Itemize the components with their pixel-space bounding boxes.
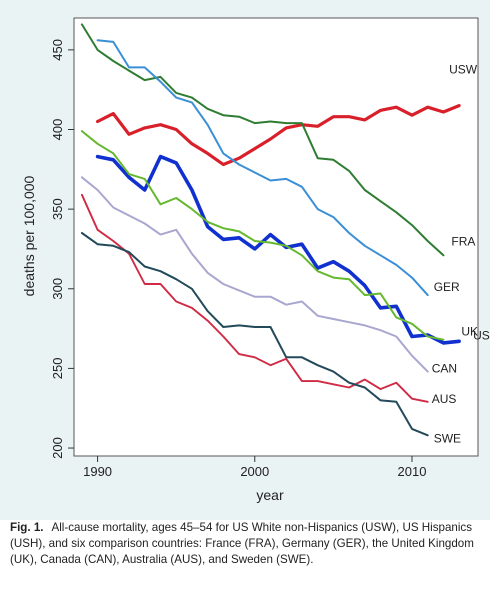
series-line-fra <box>80 23 445 257</box>
series-line-usw <box>95 103 461 167</box>
mortality-line-chart: 1990 2000 2010 200 250 300 350 400 450 USW FRA GE… <box>21 17 490 503</box>
figure-caption: Fig. 1. All-cause mortality, ages 45–54 f… <box>10 520 482 568</box>
series-label-can: CAN <box>432 362 457 376</box>
x-axis: 1990 2000 2010 <box>83 456 426 479</box>
y-tick-label-450: 450 <box>50 39 65 61</box>
series-layer <box>80 23 461 437</box>
x-axis-title: year <box>256 487 284 503</box>
y-tick-label-400: 400 <box>50 119 65 141</box>
chart-panel: 1990 2000 2010 200 250 300 350 400 450 USW FRA GE… <box>0 0 490 520</box>
series-label-fra: FRA <box>451 234 475 248</box>
y-tick-label-350: 350 <box>50 198 65 220</box>
series-line-can <box>80 176 429 373</box>
x-tick-label-2010: 2010 <box>398 464 427 479</box>
series-label-ger: GER <box>434 280 460 294</box>
series-line-uk <box>80 130 445 341</box>
series-label-ush: USH <box>473 328 490 342</box>
series-label-uk: UK <box>461 325 478 339</box>
y-tick-label-200: 200 <box>50 437 65 459</box>
x-tick-label-1990: 1990 <box>83 464 112 479</box>
series-line-ger <box>96 39 429 297</box>
series-line-aus <box>80 193 429 403</box>
series-line-ush <box>95 154 461 345</box>
series-label-swe: SWE <box>434 431 461 445</box>
y-tick-label-250: 250 <box>50 358 65 380</box>
y-axis-title: deaths per 100,000 <box>21 175 37 296</box>
series-label-aus: AUS <box>432 392 457 406</box>
x-tick-label-2000: 2000 <box>240 464 269 479</box>
y-axis: 200 250 300 350 400 450 <box>50 39 74 459</box>
figure-label: Fig. 1. <box>10 521 44 534</box>
series-line-swe <box>80 232 429 437</box>
series-label-usw: USW <box>449 63 478 77</box>
series-label-layer: USW FRA GER USHUK CAN AUS SWE <box>432 63 490 446</box>
y-tick-label-300: 300 <box>50 278 65 300</box>
caption-text: All-cause mortality, ages 45–54 for US W… <box>10 521 474 566</box>
